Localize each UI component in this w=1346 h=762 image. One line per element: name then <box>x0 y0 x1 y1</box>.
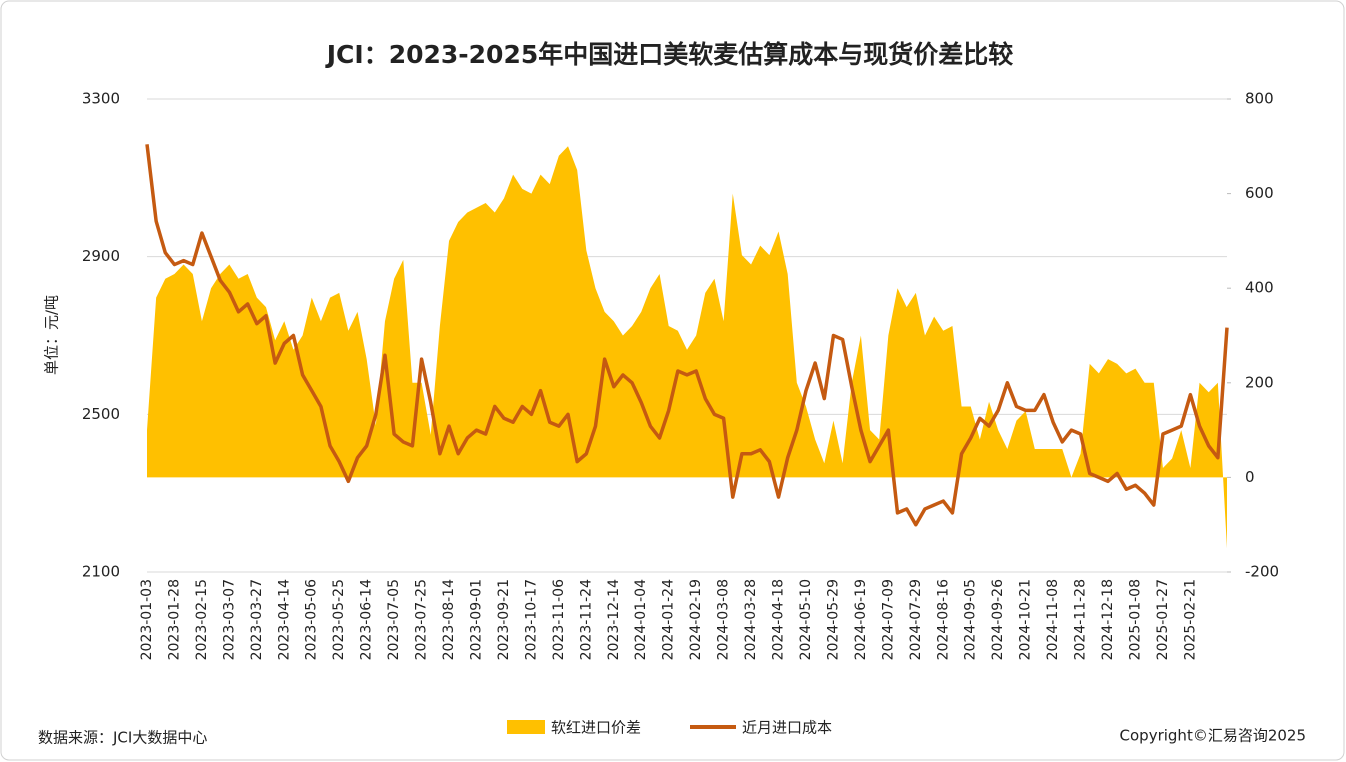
line <box>145 144 1229 527</box>
legend-swatch <box>507 720 545 734</box>
y2-tick-label: 0 <box>1245 468 1255 486</box>
x-tick-label: 2024-04-18 <box>771 579 787 660</box>
y-tick-label: 2500 <box>82 405 120 423</box>
x-tick-label: 2024-06-19 <box>853 579 869 660</box>
source-note: 数据来源：JCI大数据中心 <box>38 729 207 747</box>
x-tick-label: 2024-01-24 <box>661 579 677 660</box>
x-tick-label: 2023-01-03 <box>139 579 155 660</box>
legend-label: 软红进口价差 <box>551 719 641 737</box>
x-tick-label: 2023-11-06 <box>551 579 567 660</box>
x-tick-label: 2023-02-15 <box>194 579 210 660</box>
x-tick-label: 2023-07-05 <box>386 579 402 660</box>
x-tick-label: 2023-04-14 <box>276 579 292 660</box>
legend-label: 近月进口成本 <box>742 719 832 737</box>
x-tick-label: 2024-03-08 <box>716 579 732 660</box>
x-tick-label: 2023-06-14 <box>359 579 375 660</box>
x-tick-label: 2024-11-28 <box>1073 579 1089 660</box>
x-tick-label: 2024-03-28 <box>743 579 759 660</box>
x-tick-label: 2023-07-25 <box>414 579 430 660</box>
x-tick-label: 2023-03-07 <box>221 579 237 660</box>
x-tick-label: 2023-01-28 <box>166 579 182 660</box>
copyright-note: Copyright©汇易咨询2025 <box>1120 727 1306 745</box>
x-tick-label: 2024-01-04 <box>633 579 649 660</box>
x-tick-label: 2024-11-08 <box>1045 579 1061 660</box>
x-tick-label: 2024-05-29 <box>825 579 841 660</box>
x-tick-label: 2025-02-21 <box>1182 579 1198 660</box>
y-tick-label: 2900 <box>82 247 120 265</box>
x-tick-label: 2024-08-16 <box>935 579 951 660</box>
x-tick-label: 2024-09-05 <box>963 579 979 660</box>
x-tick-label: 2024-09-26 <box>990 579 1006 660</box>
x-tick-label: 2024-07-09 <box>880 579 896 660</box>
x-tick-label: 2024-07-29 <box>908 579 924 660</box>
y2-tick-label: 600 <box>1245 184 1274 202</box>
x-tick-label: 2024-02-19 <box>688 579 704 660</box>
x-tick-label: 2025-01-27 <box>1155 579 1171 660</box>
y2-tick-label: -200 <box>1245 563 1279 581</box>
x-tick-label: 2023-12-14 <box>606 579 622 660</box>
x-tick-label: 2023-03-27 <box>249 579 265 660</box>
x-tick-label: 2023-05-06 <box>304 579 320 660</box>
x-tick-label: 2024-12-18 <box>1100 579 1116 660</box>
x-tick-label: 2023-11-24 <box>578 579 594 660</box>
x-tick-label: 2024-10-21 <box>1018 579 1034 660</box>
x-tick-label: 2023-05-25 <box>331 579 347 660</box>
x-tick-label: 2023-09-01 <box>468 579 484 660</box>
x-tick-label: 2023-08-14 <box>441 579 457 660</box>
y2-tick-label: 800 <box>1245 90 1274 108</box>
x-tick-label: 2025-01-08 <box>1127 579 1143 660</box>
y2-tick-label: 400 <box>1245 279 1274 297</box>
y2-tick-label: 200 <box>1245 373 1274 391</box>
x-tick-label: 2023-09-21 <box>496 579 512 660</box>
chart-title: JCI：2023-2025年中国进口美软麦估算成本与现货价差比较 <box>325 40 1014 69</box>
x-tick-label: 2023-10-17 <box>523 579 539 660</box>
y-tick-label: 2100 <box>82 563 120 581</box>
area <box>147 146 1227 549</box>
y-axis-label: 单位：元/吨 <box>43 295 61 375</box>
x-tick-label: 2024-05-10 <box>798 579 814 660</box>
y-tick-label: 3300 <box>82 90 120 108</box>
